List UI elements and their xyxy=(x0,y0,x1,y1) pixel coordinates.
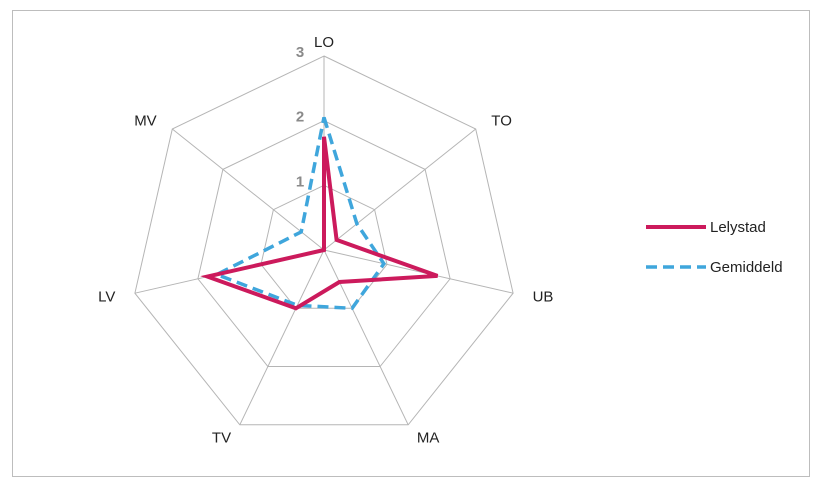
axis-label-tv: TV xyxy=(212,429,231,446)
grid-ring-3 xyxy=(134,55,514,426)
axis-label-to: TO xyxy=(491,112,512,129)
grid-ring-2 xyxy=(197,120,451,367)
category-axis-labels: LO TO UB MA TV LV MV xyxy=(98,34,553,446)
axis-label-mv: MV xyxy=(134,112,157,129)
spoke-tv xyxy=(239,249,325,426)
legend: Lelystad Gemiddeld xyxy=(646,219,783,276)
tick-label-3: 3 xyxy=(296,44,304,61)
axis-label-ma: MA xyxy=(417,429,440,446)
chart-frame xyxy=(12,10,810,477)
legend-label-lelystad: Lelystad xyxy=(710,219,766,236)
spoke-mv xyxy=(171,128,325,251)
radial-tick-labels: 1 2 3 xyxy=(296,44,304,190)
spoke-to xyxy=(323,128,477,251)
axis-label-lo: LO xyxy=(314,34,334,51)
spoke-ub xyxy=(323,249,514,294)
axis-label-ub: UB xyxy=(533,288,554,305)
legend-label-gemiddeld: Gemiddeld xyxy=(710,259,783,276)
series-line-gemiddeld xyxy=(212,116,387,311)
tick-label-1: 1 xyxy=(296,173,304,190)
tick-label-2: 2 xyxy=(296,109,304,126)
series-lines xyxy=(200,116,439,311)
axis-label-lv: LV xyxy=(98,288,115,305)
spoke-ma xyxy=(323,249,409,426)
series-line-lelystad xyxy=(200,136,439,311)
